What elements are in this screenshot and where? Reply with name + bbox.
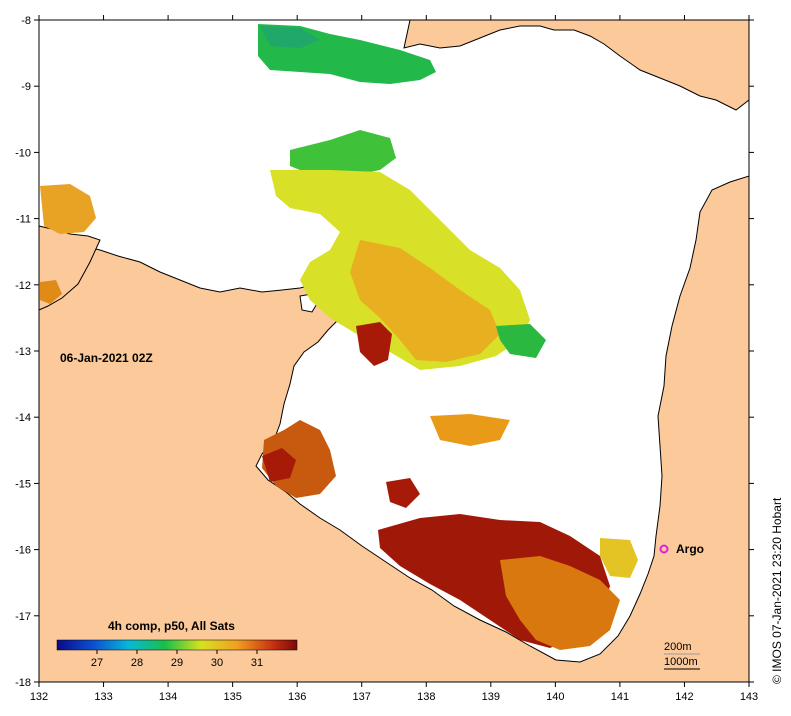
y-tick-label: -14 [15,412,31,424]
y-tick-label: -11 [16,214,31,226]
legend-tick-label: 30 [211,657,223,669]
y-axis: -8 -9 -10 -11 -12 -13 -14 -15 -16 -17 -18 [15,15,754,689]
legend-tick-label: 29 [171,657,183,669]
scale-label-top: 200m [664,641,692,653]
sst-west-gulf-red [262,448,296,482]
x-tick-label: 135 [223,691,241,703]
x-tick-label: 142 [675,691,693,703]
legend-colorbar [56,639,298,651]
legend-tick-label: 27 [91,657,103,669]
y-tick-label: -12 [15,280,31,292]
x-tick-label: 133 [94,691,112,703]
legend-title: 4h comp, p50, All Sats [108,619,235,633]
legend-tick-label: 31 [251,657,263,669]
sst-west-orange2 [40,280,62,304]
land-northern-territory [38,175,750,683]
credit-label: © IMOS 07-Jan-2021 23:20 Hobart [770,497,784,684]
sst-south-orange [500,556,620,650]
sst-south-yellow [600,538,638,578]
x-tick-label: 139 [482,691,500,703]
x-tick-label: 134 [159,691,177,703]
y-tick-label: -15 [15,478,31,490]
sst-mid-green [290,130,396,176]
argo-label: Argo [676,542,704,556]
sst-gulf-red [356,322,392,366]
sst-north-green2 [260,26,320,48]
x-tick-label: 141 [611,691,629,703]
y-tick-label: -18 [15,677,31,689]
y-tick-label: -13 [15,346,31,358]
x-tick-label: 132 [30,691,48,703]
sst-center-orange [350,240,500,362]
y-tick-label: -16 [15,545,31,557]
depth-scale: 200m 1000m [664,641,700,670]
x-tick-label: 143 [740,691,758,703]
y-tick-label: -10 [15,147,31,159]
y-tick-label: -9 [21,81,31,93]
argo-point-icon[interactable] [659,544,669,554]
argo-marker[interactable]: Argo [659,542,705,556]
sst-small-red [386,478,420,508]
land-cape-york [403,19,750,111]
sst-swaths [40,24,638,650]
x-tick-label: 137 [353,691,371,703]
legend-ticks: 27 28 29 30 31 [91,650,263,669]
sst-mid-orange [430,414,510,446]
x-tick-label: 140 [546,691,564,703]
x-axis: 132 133 134 135 136 137 138 139 140 141 142 143 [30,15,758,703]
y-tick-label: -8 [21,15,31,27]
scale-label-bottom: 1000m [664,656,698,668]
legend-tick-label: 28 [131,657,143,669]
x-tick-label: 136 [288,691,306,703]
sst-west-orange [40,184,96,234]
date-label: 06-Jan-2021 02Z [60,351,153,365]
y-tick-label: -17 [15,611,31,623]
sst-east-green [496,324,546,358]
colorbar-legend: 4h comp, p50, All Sats 27 28 29 30 31 [56,619,298,669]
x-tick-label: 138 [417,691,435,703]
